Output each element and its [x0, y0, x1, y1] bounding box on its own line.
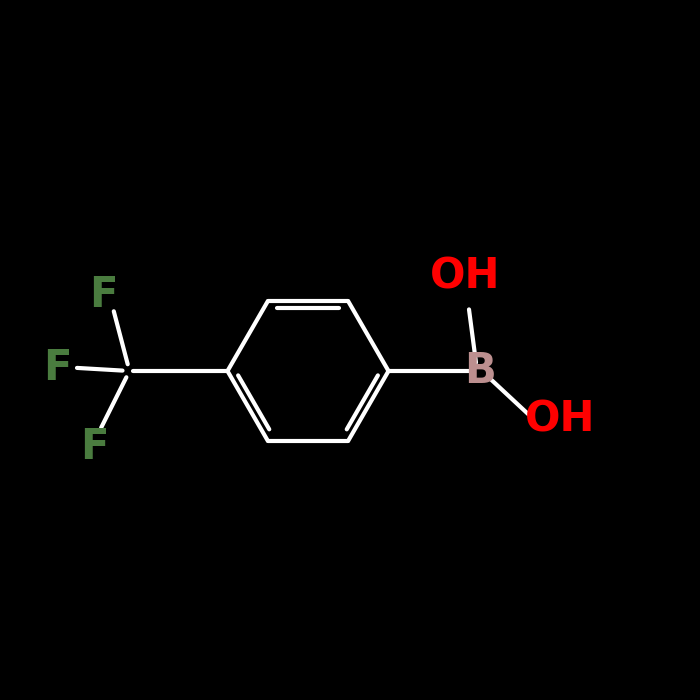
Text: F: F [90, 274, 118, 316]
Text: F: F [43, 346, 71, 389]
Text: OH: OH [430, 256, 500, 298]
Text: F: F [80, 426, 108, 468]
Text: OH: OH [525, 399, 595, 441]
Text: B: B [463, 350, 496, 392]
